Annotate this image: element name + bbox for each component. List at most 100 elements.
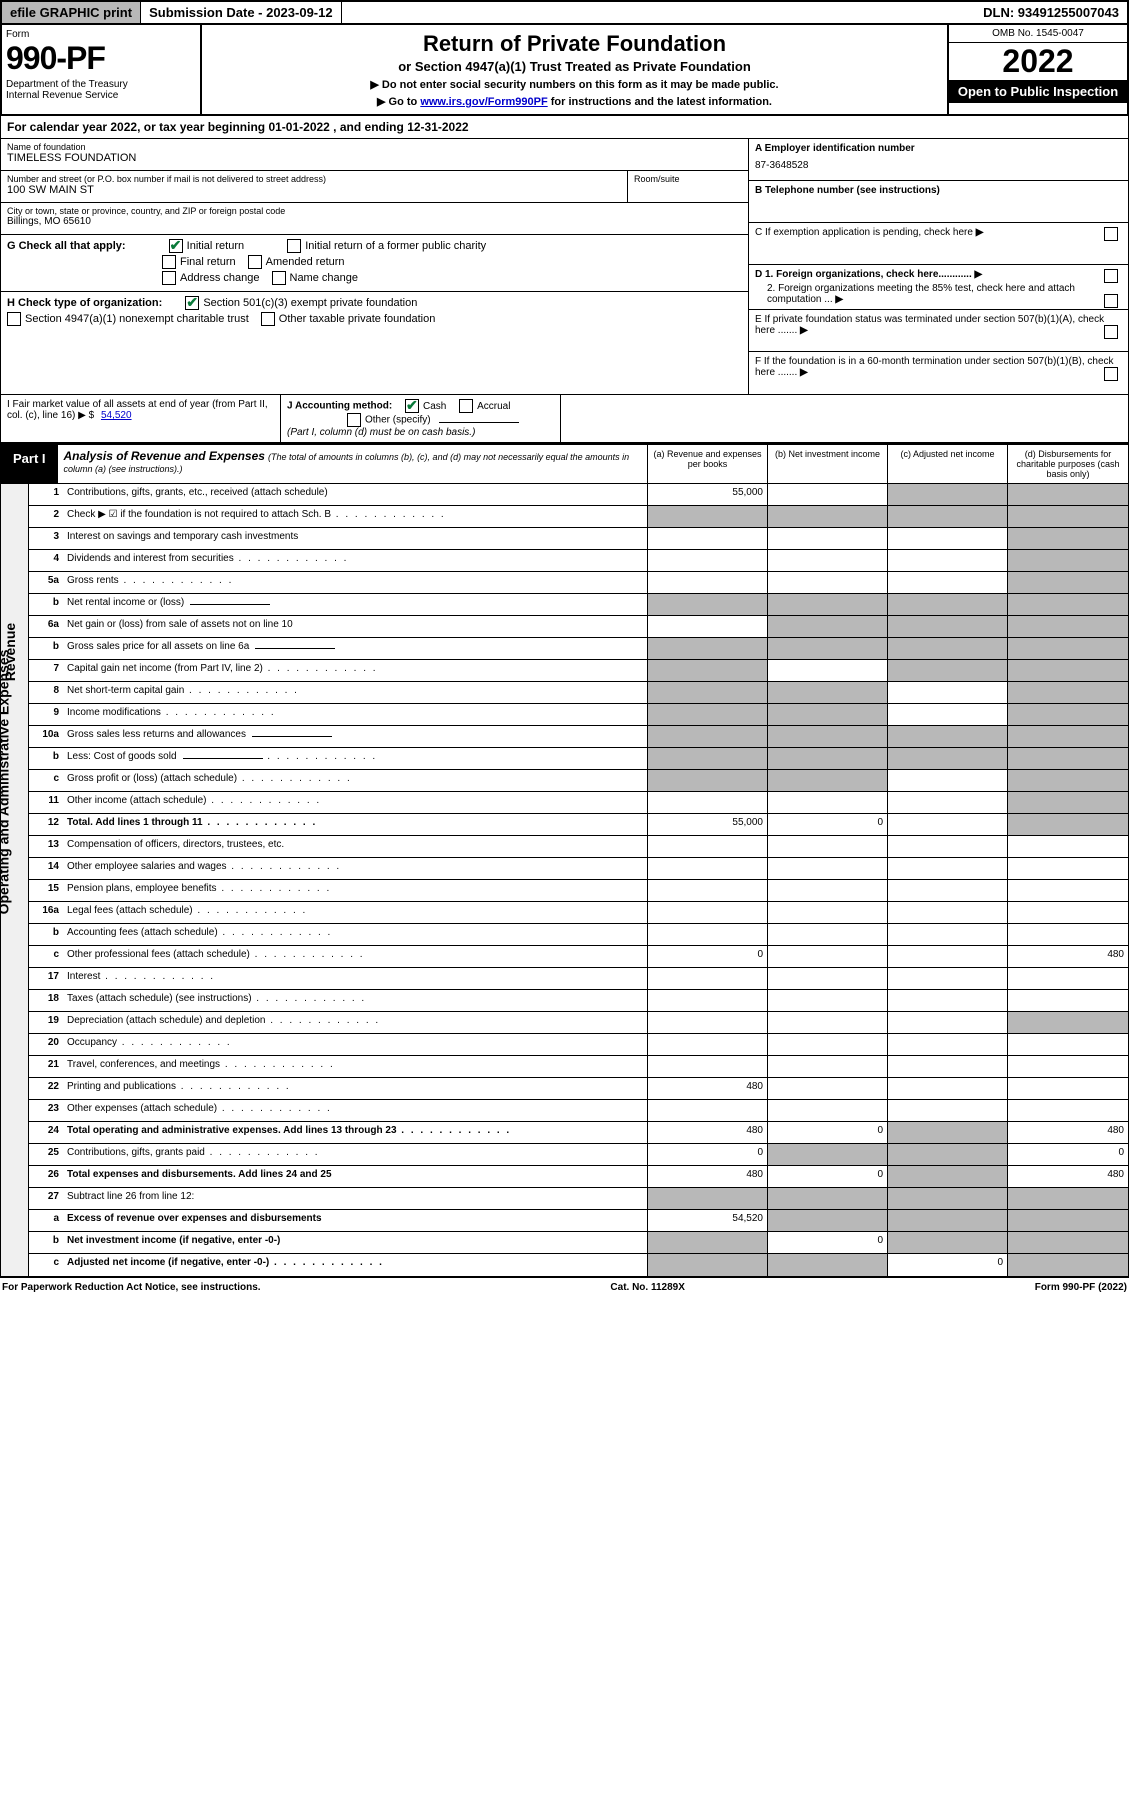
- table-row: cAdjusted net income (if negative, enter…: [29, 1254, 1128, 1276]
- checkbox-d2[interactable]: [1104, 294, 1118, 308]
- line-number: b: [29, 638, 63, 659]
- calendar-year-line: For calendar year 2022, or tax year begi…: [0, 116, 1129, 139]
- value-cell-a: [648, 572, 768, 593]
- table-row: cGross profit or (loss) (attach schedule…: [29, 770, 1128, 792]
- line-description: Net investment income (if negative, ente…: [63, 1232, 648, 1253]
- value-cell-a: 55,000: [648, 484, 768, 505]
- entity-info-grid: Name of foundation TIMELESS FOUNDATION N…: [0, 139, 1129, 395]
- col-a-header: (a) Revenue and expenses per books: [648, 445, 768, 483]
- value-cell-b: [768, 946, 888, 967]
- value-cell-b: [768, 682, 888, 703]
- value-cell-a: [648, 1232, 768, 1253]
- value-cell-c: [888, 660, 1008, 681]
- line-description: Capital gain net income (from Part IV, l…: [63, 660, 648, 681]
- value-cell-b: [768, 1100, 888, 1121]
- checkbox-address-change[interactable]: [162, 271, 176, 285]
- value-cell-b: [768, 1144, 888, 1165]
- table-row: 3Interest on savings and temporary cash …: [29, 528, 1128, 550]
- value-cell-d: [1008, 572, 1128, 593]
- value-cell-d: [1008, 660, 1128, 681]
- value-cell-c: [888, 726, 1008, 747]
- value-cell-c: [888, 792, 1008, 813]
- value-cell-a: [648, 1100, 768, 1121]
- line-number: a: [29, 1210, 63, 1231]
- value-cell-a: [648, 506, 768, 527]
- tax-year: 2022: [949, 43, 1127, 80]
- checkbox-cash[interactable]: [405, 399, 419, 413]
- line-description: Pension plans, employee benefits: [63, 880, 648, 901]
- line-number: 3: [29, 528, 63, 549]
- table-row: 20Occupancy: [29, 1034, 1128, 1056]
- line-number: c: [29, 1254, 63, 1276]
- line-number: 20: [29, 1034, 63, 1055]
- value-cell-c: [888, 836, 1008, 857]
- checkbox-name-change[interactable]: [272, 271, 286, 285]
- value-cell-b: [768, 726, 888, 747]
- foundation-name-label: Name of foundation: [7, 142, 742, 152]
- line-description: Adjusted net income (if negative, enter …: [63, 1254, 648, 1276]
- line-description: Other income (attach schedule): [63, 792, 648, 813]
- table-row: 10aGross sales less returns and allowanc…: [29, 726, 1128, 748]
- value-cell-a: [648, 1034, 768, 1055]
- form-instructions-2: ▶ Go to www.irs.gov/Form990PF for instru…: [208, 95, 941, 108]
- line-number: 2: [29, 506, 63, 527]
- page-footer: For Paperwork Reduction Act Notice, see …: [0, 1277, 1129, 1297]
- value-cell-c: [888, 902, 1008, 923]
- table-row: 12Total. Add lines 1 through 1155,0000: [29, 814, 1128, 836]
- table-row: 14Other employee salaries and wages: [29, 858, 1128, 880]
- checkbox-amended[interactable]: [248, 255, 262, 269]
- table-row: 6aNet gain or (loss) from sale of assets…: [29, 616, 1128, 638]
- open-public-badge: Open to Public Inspection: [949, 80, 1127, 103]
- col-b-header: (b) Net investment income: [768, 445, 888, 483]
- efile-print-button[interactable]: efile GRAPHIC print: [2, 2, 141, 23]
- line-number: 5a: [29, 572, 63, 593]
- form-number: 990-PF: [6, 40, 196, 77]
- value-cell-c: [888, 638, 1008, 659]
- value-cell-b: [768, 968, 888, 989]
- checkbox-other-taxable[interactable]: [261, 312, 275, 326]
- dln-number: DLN: 93491255007043: [975, 2, 1127, 23]
- city-value: Billings, MO 65610: [7, 216, 742, 227]
- table-row: aExcess of revenue over expenses and dis…: [29, 1210, 1128, 1232]
- irs-link[interactable]: www.irs.gov/Form990PF: [420, 96, 547, 108]
- checkbox-other-method[interactable]: [347, 413, 361, 427]
- value-cell-c: [888, 550, 1008, 571]
- checkbox-501c3[interactable]: [185, 296, 199, 310]
- value-cell-d: [1008, 902, 1128, 923]
- part-1-table: Revenue Operating and Administrative Exp…: [0, 484, 1129, 1277]
- checkbox-initial-return[interactable]: [169, 239, 183, 253]
- table-row: 16aLegal fees (attach schedule): [29, 902, 1128, 924]
- line-description: Income modifications: [63, 704, 648, 725]
- value-cell-b: [768, 550, 888, 571]
- form-subtitle: or Section 4947(a)(1) Trust Treated as P…: [208, 59, 941, 74]
- value-cell-d: 480: [1008, 1166, 1128, 1187]
- col-d-header: (d) Disbursements for charitable purpose…: [1008, 445, 1128, 483]
- checkbox-e[interactable]: [1104, 325, 1118, 339]
- value-cell-c: [888, 572, 1008, 593]
- value-cell-c: [888, 1034, 1008, 1055]
- checkbox-accrual[interactable]: [459, 399, 473, 413]
- table-row: 26Total expenses and disbursements. Add …: [29, 1166, 1128, 1188]
- checkbox-c[interactable]: [1104, 227, 1118, 241]
- value-cell-a: 0: [648, 946, 768, 967]
- checkbox-4947a1[interactable]: [7, 312, 21, 326]
- value-cell-d: 480: [1008, 946, 1128, 967]
- checkbox-former-public[interactable]: [287, 239, 301, 253]
- checkbox-final-return[interactable]: [162, 255, 176, 269]
- fmv-value: 54,520: [101, 410, 132, 421]
- table-row: 4Dividends and interest from securities: [29, 550, 1128, 572]
- value-cell-b: [768, 638, 888, 659]
- section-j-note: (Part I, column (d) must be on cash basi…: [287, 427, 554, 438]
- value-cell-c: [888, 990, 1008, 1011]
- form-title: Return of Private Foundation: [208, 31, 941, 57]
- value-cell-d: [1008, 1078, 1128, 1099]
- checkbox-d1[interactable]: [1104, 269, 1118, 283]
- value-cell-c: [888, 968, 1008, 989]
- value-cell-c: [888, 946, 1008, 967]
- value-cell-d: [1008, 836, 1128, 857]
- table-row: 23Other expenses (attach schedule): [29, 1100, 1128, 1122]
- table-row: 7Capital gain net income (from Part IV, …: [29, 660, 1128, 682]
- table-row: 5aGross rents: [29, 572, 1128, 594]
- checkbox-f[interactable]: [1104, 367, 1118, 381]
- value-cell-c: [888, 770, 1008, 791]
